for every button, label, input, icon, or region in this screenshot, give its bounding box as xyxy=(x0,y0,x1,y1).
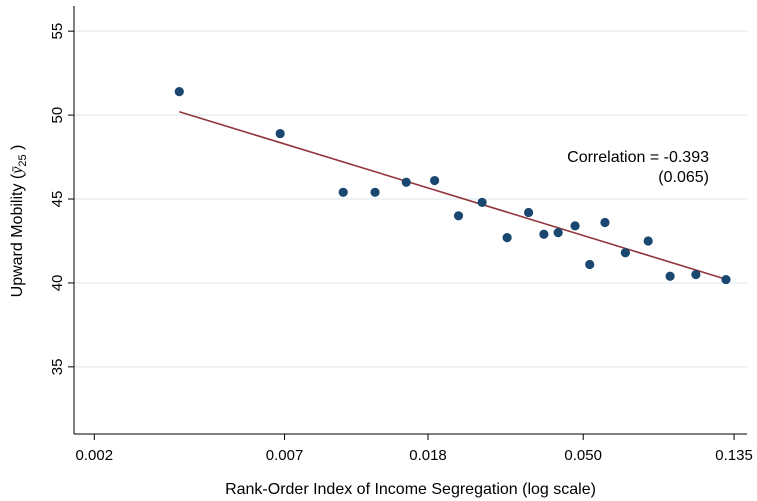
y-tick-label: 50 xyxy=(49,107,66,124)
data-point xyxy=(453,211,464,221)
data-point xyxy=(553,227,563,238)
data-point xyxy=(370,187,380,197)
data-point xyxy=(275,128,285,139)
x-tick-label: 0.002 xyxy=(76,447,114,464)
y-tick-label: 55 xyxy=(49,23,66,40)
data-point xyxy=(585,259,595,270)
x-tick-label: 0.007 xyxy=(266,447,304,464)
axes xyxy=(73,6,747,435)
x-axis-title: Rank-Order Index of Income Segregation (… xyxy=(225,481,596,498)
y-axis-title-subscript: 25 xyxy=(17,154,29,166)
fit-line xyxy=(179,110,728,281)
data-point xyxy=(643,236,653,246)
correlation-annotation: Correlation = -0.393 xyxy=(567,149,709,166)
data-point xyxy=(570,221,580,231)
data-point xyxy=(600,217,610,228)
y-axis-ticks: 35 40 45 50 55 xyxy=(49,23,74,375)
x-axis-ticks: 0.002 0.007 0.018 0.050 0.135 xyxy=(76,434,753,464)
y-tick-label: 35 xyxy=(49,359,66,376)
data-point xyxy=(174,87,184,97)
y-axis-title-main: Upward Mobility ( xyxy=(9,173,26,297)
y-axis-title: Upward Mobility (ȳ25 ) xyxy=(9,145,29,298)
y-axis-title-close: ) xyxy=(9,145,26,155)
x-tick-label: 0.050 xyxy=(564,447,602,464)
data-point xyxy=(502,233,512,243)
correlation-se-annotation: (0.065) xyxy=(658,169,709,186)
data-point xyxy=(401,177,411,187)
x-tick-label: 0.135 xyxy=(715,447,753,464)
data-points xyxy=(174,87,731,285)
data-point xyxy=(721,274,731,285)
y-axis-title-symbol: ȳ xyxy=(9,166,26,176)
y-tick-label: 40 xyxy=(49,275,66,292)
data-point xyxy=(620,248,630,258)
fit-line-layer xyxy=(179,110,728,281)
data-point xyxy=(430,175,440,186)
data-point xyxy=(477,197,487,207)
grid-lines xyxy=(74,30,747,368)
x-tick-label: 0.018 xyxy=(409,447,447,464)
data-point xyxy=(691,269,701,280)
data-point xyxy=(539,229,549,239)
data-point xyxy=(665,271,675,281)
data-point xyxy=(338,187,348,197)
y-tick-label: 45 xyxy=(49,191,66,208)
data-point xyxy=(523,207,534,218)
